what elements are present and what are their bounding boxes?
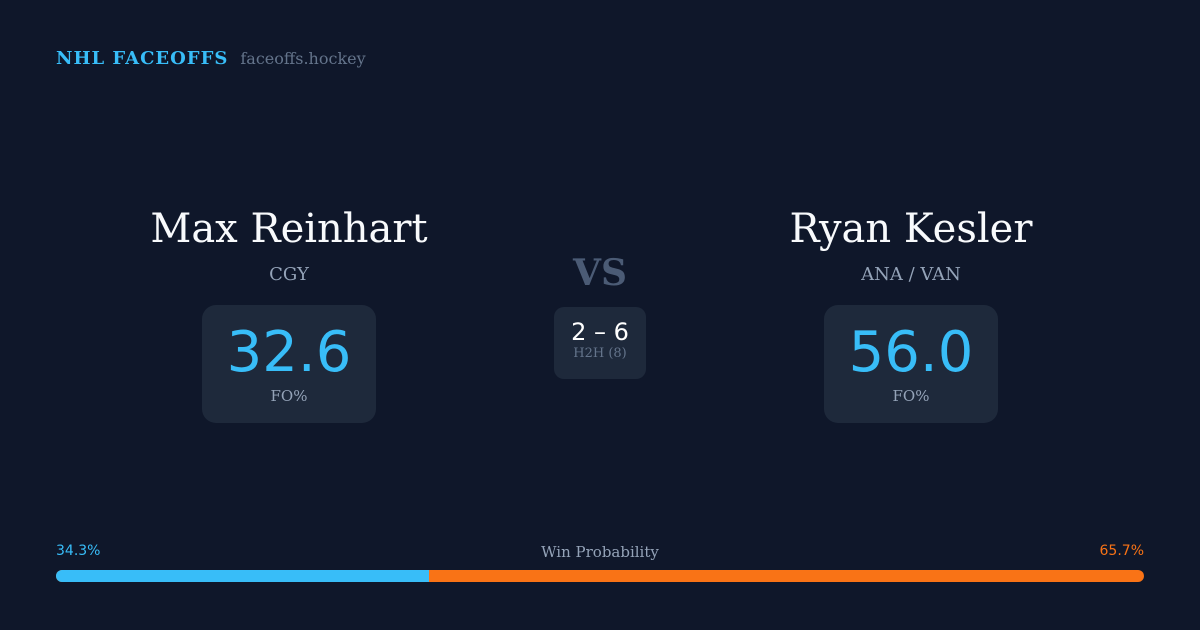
- brand-domain: faceoffs.hockey: [240, 49, 366, 68]
- player-right: Ryan Kesler ANA / VAN 56.0 FO%: [731, 206, 1091, 423]
- win-prob-right: 65.7%: [1099, 543, 1144, 559]
- h2h-label: H2H (8): [573, 346, 627, 361]
- h2h-score: 2 – 6: [571, 318, 629, 346]
- player-left: Max Reinhart CGY 32.6 FO%: [109, 206, 469, 423]
- win-prob-left-fill: [56, 570, 430, 582]
- fo-pct-card: 56.0 FO%: [824, 305, 998, 423]
- win-probability-labels: 34.3% Win Probability 65.7%: [56, 543, 1144, 561]
- fo-pct-value: 32.6: [226, 320, 352, 385]
- player-team: ANA / VAN: [861, 264, 961, 285]
- player-team: CGY: [269, 264, 309, 285]
- brand-title: NHL FACEOFFS: [56, 48, 229, 69]
- player-name: Ryan Kesler: [789, 206, 1033, 252]
- fo-pct-label: FO%: [270, 387, 308, 405]
- fo-pct-value: 56.0: [848, 320, 974, 385]
- brand: NHL FACEOFFS faceoffs.hockey: [56, 48, 366, 69]
- vs-label: VS: [573, 252, 627, 294]
- h2h-card: 2 – 6 H2H (8): [554, 307, 646, 379]
- player-name: Max Reinhart: [150, 206, 428, 252]
- win-prob-title: Win Probability: [541, 543, 659, 561]
- fo-pct-card: 32.6 FO%: [202, 305, 376, 423]
- win-prob-left: 34.3%: [56, 543, 101, 559]
- win-probability-bar: [56, 570, 1144, 582]
- fo-pct-label: FO%: [892, 387, 930, 405]
